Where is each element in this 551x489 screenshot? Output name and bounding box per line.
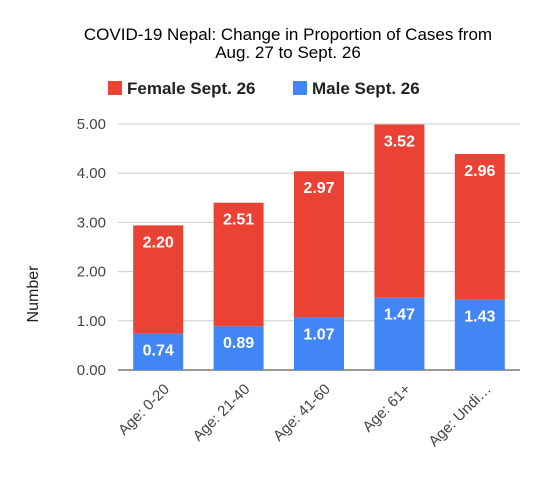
bars	[133, 124, 505, 370]
chart-title-line-1: COVID-19 Nepal: Change in Proportion of …	[84, 25, 492, 44]
y-tick-label: 1.00	[77, 313, 106, 330]
y-axis-ticks: 0.00 1.00 2.00 3.00 4.00 5.00	[77, 116, 106, 379]
bar-segment-male	[374, 297, 425, 370]
bar-segment-male	[294, 317, 344, 370]
bar-segment-male	[213, 326, 264, 370]
bar-segment-male	[133, 333, 184, 370]
y-tick-label: 3.00	[77, 214, 106, 231]
data-label-male: 1.43	[464, 309, 495, 326]
bar-segment-female	[294, 171, 344, 318]
x-tick-label: Age: 21-40	[190, 381, 254, 445]
legend-swatch-female	[108, 81, 122, 95]
data-label-male: 0.74	[143, 343, 174, 360]
y-tick-label: 0.00	[77, 362, 106, 379]
data-label-female: 2.20	[143, 234, 174, 251]
bar-segment-female	[374, 124, 425, 298]
y-tick-label: 4.00	[77, 165, 106, 182]
x-tick-label: Age: 61+	[359, 381, 414, 436]
bar-segment-female	[133, 225, 184, 334]
x-axis-ticks: Age: 0-20 Age: 21-40 Age: 41-60 Age: 61+ Age…	[115, 381, 495, 450]
bar-segment-female	[213, 202, 264, 327]
chart-title-line-2: Aug. 27 to Sept. 26	[215, 43, 361, 62]
x-tick-label: Age: 0-20	[115, 381, 173, 439]
x-tick-label: Age: Undi…	[425, 381, 494, 450]
y-tick-label: 5.00	[77, 116, 106, 133]
legend-swatch-male	[293, 81, 307, 95]
data-label-male: 1.07	[303, 326, 334, 343]
data-labels: 0.74 2.20 0.89 2.51 1.07 2.97 1.47 3.52 1.43 2.96	[143, 133, 496, 359]
data-label-male: 1.47	[384, 307, 415, 324]
data-label-female: 2.96	[464, 163, 495, 180]
bar-segment-male	[454, 299, 505, 370]
data-label-female: 2.97	[303, 180, 334, 197]
legend: Female Sept. 26 Male Sept. 26	[108, 79, 420, 98]
data-label-female: 3.52	[384, 133, 415, 150]
y-tick-label: 2.00	[77, 264, 106, 281]
legend-label-male: Male Sept. 26	[312, 79, 420, 98]
bar-segment-female	[454, 154, 505, 300]
x-tick-label: Age: 41-60	[270, 381, 334, 445]
y-axis-title: Number	[25, 265, 42, 323]
data-label-male: 0.89	[223, 335, 254, 352]
legend-label-female: Female Sept. 26	[127, 79, 256, 98]
data-label-female: 2.51	[223, 212, 254, 229]
